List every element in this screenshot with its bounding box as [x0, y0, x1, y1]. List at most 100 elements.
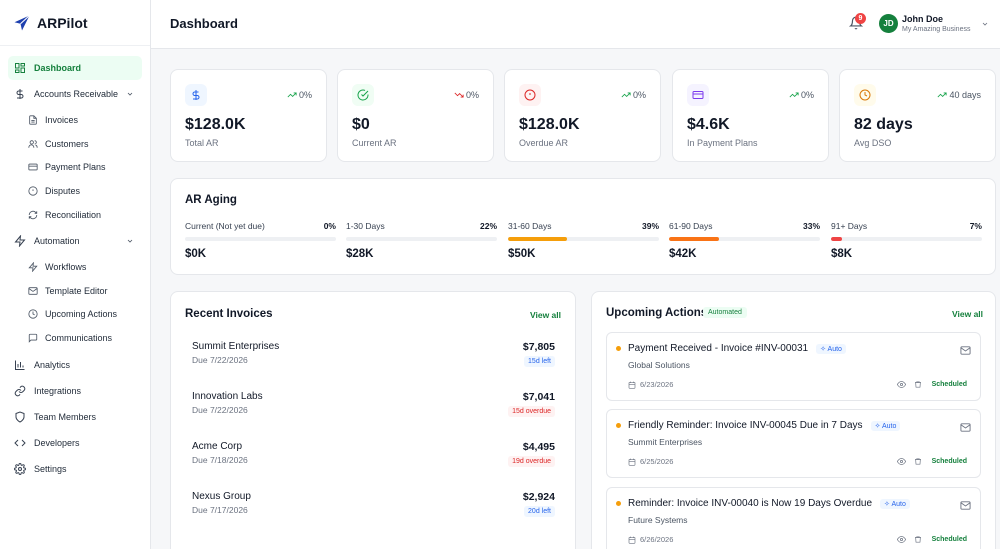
action-title: Friendly Reminder: Invoice INV-00045 Due…	[628, 420, 901, 431]
sidebar-item-developers[interactable]: Developers	[8, 430, 142, 456]
action-item[interactable]: Payment Received - Invoice #INV-00031 ✧ …	[606, 332, 981, 401]
stat-trend: 0%	[287, 90, 312, 100]
avatar[interactable]: JD	[879, 14, 898, 33]
aging-pct: 7%	[969, 221, 982, 231]
auto-badge: ✧ Auto	[816, 343, 846, 354]
auto-badge: ✧ Auto	[870, 420, 901, 431]
chevron-down-icon[interactable]	[981, 20, 989, 28]
aging-label: 31-60 Days	[508, 221, 552, 231]
stat-value: $128.0K	[185, 116, 246, 133]
action-title: Reminder: Invoice INV-00040 is Now 19 Da…	[628, 498, 910, 509]
aging-bar	[669, 237, 820, 241]
aging-pct: 33%	[802, 221, 820, 231]
refresh-icon	[28, 210, 38, 220]
chevron-down-icon	[127, 92, 133, 96]
auto-badge-label: Auto	[827, 345, 842, 353]
status-dot	[616, 501, 621, 506]
invoice-due-date: Due 7/22/2026	[192, 355, 248, 365]
eye-icon[interactable]	[897, 535, 906, 544]
sidebar-item-label: Communications	[45, 333, 113, 344]
sidebar-item-analytics[interactable]: Analytics	[8, 352, 142, 378]
sidebar-item-settings[interactable]: Settings	[8, 456, 142, 482]
action-item[interactable]: Friendly Reminder: Invoice INV-00045 Due…	[606, 409, 981, 478]
invoice-amount: $2,924	[522, 491, 555, 503]
sidebar-item-label: Dashboard	[34, 63, 82, 73]
invoice-row[interactable]: Nexus Group Due 7/17/2026 $2,924 20d lef…	[192, 491, 555, 531]
ar-aging-card: AR Aging Current (Not yet due) 0% $0K 1-3…	[170, 178, 996, 275]
check-circle-icon	[352, 84, 374, 106]
aging-pct: 22%	[479, 221, 497, 231]
invoice-row[interactable]: Innovation Labs Due 7/22/2026 $7,041 15d…	[192, 391, 555, 431]
aging-label: 91+ Days	[831, 221, 868, 231]
gear-icon	[14, 463, 26, 476]
sidebar-item-reconciliation[interactable]: Reconciliation	[8, 203, 142, 227]
file-icon	[29, 115, 37, 125]
aging-amount: $0K	[185, 248, 207, 260]
trash-icon[interactable]	[914, 457, 922, 466]
trash-icon[interactable]	[914, 380, 922, 389]
eye-icon[interactable]	[897, 380, 906, 389]
aging-bar	[185, 237, 336, 241]
trash-icon[interactable]	[914, 535, 922, 544]
aging-bucket-current: Current (Not yet due) 0% $0K	[185, 221, 336, 260]
sidebar-item-team-members[interactable]: Team Members	[8, 404, 142, 430]
invoice-due-date: Due 7/18/2026	[192, 455, 248, 465]
sidebar-item-dashboard[interactable]: Dashboard	[8, 56, 142, 80]
aging-pct: 0%	[323, 221, 336, 231]
mail-icon	[960, 346, 971, 355]
invoice-row[interactable]: Summit Enterprises Due 7/22/2026 $7,805 …	[192, 341, 555, 381]
invoice-row[interactable]: Acme Corp Due 7/18/2026 $4,495 19d overd…	[192, 441, 555, 481]
auto-badge-label: Auto	[882, 422, 897, 430]
aging-bucket-1-30: 1-30 Days 22% $28K	[346, 221, 497, 260]
stat-trend-value: 0%	[465, 90, 479, 100]
stat-label: In Payment Plans	[687, 138, 758, 148]
invoice-due-date: Due 7/22/2026	[192, 405, 248, 415]
actions-view-all-link[interactable]: View all	[952, 309, 984, 319]
invoice-status-badge: 15d left	[524, 356, 555, 367]
sidebar-item-customers[interactable]: Customers	[8, 132, 142, 156]
stat-trend-value: 0%	[298, 90, 312, 100]
sidebar-item-template-editor[interactable]: Template Editor	[8, 279, 142, 303]
chevron-down-icon	[127, 239, 133, 243]
stat-value: $0	[352, 116, 370, 133]
sidebar-item-payment-plans[interactable]: Payment Plans	[8, 156, 142, 180]
dollar-icon	[16, 89, 24, 99]
sidebar-item-upcoming-actions[interactable]: Upcoming Actions	[8, 303, 142, 327]
aging-label: 61-90 Days	[669, 221, 713, 231]
aging-amount: $28K	[346, 248, 374, 260]
user-name[interactable]: John Doe	[902, 14, 944, 24]
mail-icon	[960, 501, 971, 510]
sidebar-item-communications[interactable]: Communications	[8, 326, 142, 350]
notification-badge: 9	[855, 13, 866, 24]
sidebar-item-disputes[interactable]: Disputes	[8, 179, 142, 203]
sidebar-item-workflows[interactable]: Workflows	[8, 255, 142, 279]
invoice-due-date: Due 7/17/2026	[192, 505, 248, 515]
action-company: Global Solutions	[628, 360, 690, 370]
trend-up-icon	[789, 92, 799, 98]
action-company: Summit Enterprises	[628, 437, 703, 447]
recent-invoices-title: Recent Invoices	[185, 308, 273, 320]
invoices-view-all-link[interactable]: View all	[529, 310, 561, 320]
action-status: Scheduled	[931, 381, 967, 388]
sidebar-item-automation[interactable]: Automation	[8, 229, 142, 253]
top-header: Dashboard 9 JD John Doe My Amazing Busin…	[151, 0, 1000, 49]
invoice-customer: Nexus Group	[192, 491, 251, 502]
aging-bucket-31-60: 31-60 Days 39% $50K	[508, 221, 659, 260]
stat-label: Current AR	[352, 138, 397, 148]
stat-card-payment-plans: 0% $4.6K In Payment Plans	[672, 69, 829, 162]
aging-amount: $50K	[508, 248, 536, 260]
action-item[interactable]: Reminder: Invoice INV-00040 is Now 19 Da…	[606, 487, 981, 549]
stat-value: $4.6K	[687, 116, 730, 133]
stat-label: Avg DSO	[854, 138, 892, 148]
sidebar-item-accounts-receivable[interactable]: Accounts Receivable	[8, 82, 142, 106]
alert-circle-icon	[28, 186, 38, 196]
sidebar-item-label: Analytics	[34, 360, 71, 371]
sidebar-item-invoices[interactable]: Invoices	[8, 108, 142, 132]
automated-badge: Automated	[703, 307, 747, 318]
sidebar-item-integrations[interactable]: Integrations	[8, 378, 142, 404]
message-icon	[28, 334, 38, 344]
brand[interactable]: ARPilot	[0, 0, 150, 46]
eye-icon[interactable]	[897, 457, 906, 466]
aging-amount: $8K	[831, 248, 853, 260]
stat-label: Total AR	[185, 138, 219, 148]
